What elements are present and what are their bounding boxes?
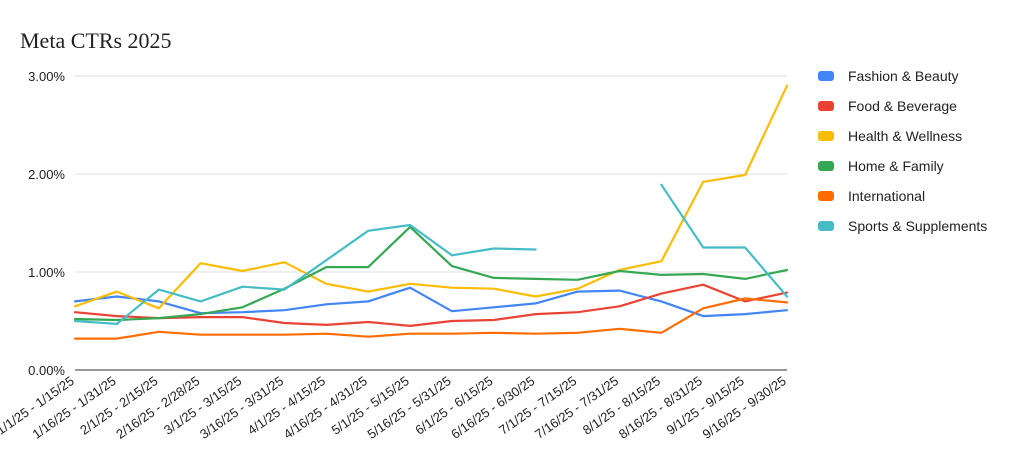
y-tick-label: 0.00% — [28, 363, 65, 378]
legend-label: Sports & Supplements — [848, 218, 987, 234]
legend-label: Health & Wellness — [848, 128, 962, 144]
legend-swatch — [818, 221, 834, 231]
chart-title: Meta CTRs 2025 — [20, 28, 172, 53]
gridlines — [75, 75, 787, 371]
y-tick-label: 1.00% — [28, 265, 65, 280]
series-line-3 — [73, 225, 789, 322]
series-line-0 — [73, 286, 789, 318]
legend-swatch — [818, 161, 834, 171]
legend-swatch — [818, 131, 834, 141]
legend-label: Fashion & Beauty — [848, 68, 959, 84]
series-line-1 — [73, 283, 789, 327]
y-tick-label: 3.00% — [28, 69, 65, 84]
y-axis-ticks: 0.00% 1.00% 2.00% 3.00% — [28, 69, 65, 378]
legend-swatch — [818, 191, 834, 201]
legend-swatch — [818, 101, 834, 111]
x-axis-ticks: 1/1/25 - 1/15/251/16/25 - 1/31/252/1/25 … — [0, 373, 789, 442]
series-lines — [73, 84, 789, 340]
series-line-5 — [73, 183, 789, 325]
series-line-2 — [73, 84, 789, 310]
legend-swatch — [818, 71, 834, 81]
legend-label: Home & Family — [848, 158, 944, 174]
series-line-4 — [73, 297, 789, 340]
legend-label: International — [848, 188, 925, 204]
legend-label: Food & Beverage — [848, 98, 957, 114]
legend: Fashion & Beauty Food & Beverage Health & … — [818, 68, 987, 234]
y-tick-label: 2.00% — [28, 167, 65, 182]
